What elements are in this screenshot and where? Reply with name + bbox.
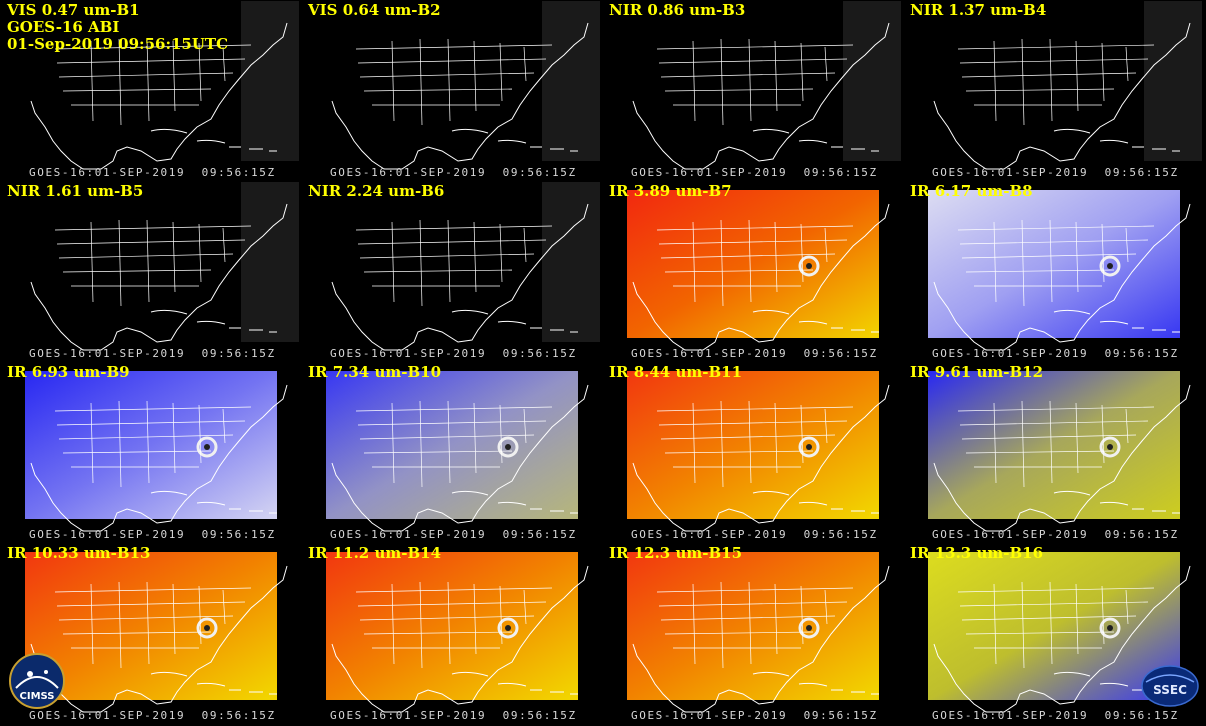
band-title: IR 6.17 um-B8 — [910, 182, 1033, 200]
band-panel: IR 7.34 um-B10 GOES-16:01-SEP-2019 09:56:… — [302, 363, 600, 541]
band-title: NIR 1.37 um-B4 — [910, 1, 1047, 19]
band-title: VIS 0.47 um-B1 — [7, 1, 140, 19]
satellite-image — [933, 1, 1202, 170]
timestamp-label: GOES-16:01-SEP-2019 09:56:15Z — [330, 166, 577, 179]
band-title: IR 9.61 um-B12 — [910, 363, 1044, 381]
timestamp-label: GOES-16:01-SEP-2019 09:56:15Z — [29, 709, 276, 722]
band-panel: NIR 0.86 um-B3 GOES-16:01-SEP-2019 09:56:… — [603, 1, 901, 179]
band-title: IR 8.44 um-B11 — [609, 363, 743, 381]
band-panel: IR 8.44 um-B11 GOES-16:01-SEP-2019 09:56:… — [603, 363, 901, 541]
satellite-image — [627, 190, 890, 351]
band-title: NIR 2.24 um-B6 — [308, 182, 445, 200]
timestamp-label: GOES-16:01-SEP-2019 09:56:15Z — [29, 347, 276, 360]
satellite-image — [331, 182, 600, 351]
satellite-image — [326, 371, 589, 532]
satellite-image — [326, 552, 589, 713]
timestamp-label: GOES-16:01-SEP-2019 09:56:15Z — [631, 166, 878, 179]
satellite-image — [30, 1, 299, 170]
satellite-image — [632, 1, 901, 170]
satellite-image — [928, 190, 1191, 351]
band-panel: IR 6.17 um-B8 GOES-16:01-SEP-2019 09:56:1… — [904, 182, 1202, 360]
ssec-logo: SSEC — [1140, 664, 1200, 708]
satellite-image — [627, 552, 890, 713]
band-panel: IR 9.61 um-B12 GOES-16:01-SEP-2019 09:56:… — [904, 363, 1202, 541]
band-panel: NIR 1.37 um-B4 GOES-16:01-SEP-2019 09:56:… — [904, 1, 1202, 179]
timestamp-label: GOES-16:01-SEP-2019 09:56:15Z — [932, 347, 1179, 360]
ssec-logo-text: SSEC — [1153, 683, 1187, 697]
band-panel: NIR 1.61 um-B5 GOES-16:01-SEP-2019 09:56:… — [1, 182, 299, 360]
band-title: NIR 0.86 um-B3 — [609, 1, 746, 19]
timestamp-label: GOES-16:01-SEP-2019 09:56:15Z — [29, 166, 276, 179]
timestamp-label: GOES-16:01-SEP-2019 09:56:15Z — [932, 709, 1179, 722]
satellite-image — [928, 371, 1191, 532]
band-title: IR 12.3 um-B15 — [609, 544, 743, 562]
satellite-image — [928, 552, 1191, 713]
cimss-logo-text: CIMSS — [20, 691, 55, 702]
timestamp-label: GOES-16:01-SEP-2019 09:56:15Z — [631, 528, 878, 541]
satellite-image — [627, 371, 890, 532]
band-panel: VIS 0.47 um-B1 GOES-16 ABI 01-Sep-2019 09:… — [1, 1, 299, 179]
band-panel: IR 12.3 um-B15 GOES-16:01-SEP-2019 09:56:… — [603, 544, 901, 722]
cimss-logo: CIMSS — [6, 652, 68, 710]
timestamp-label: GOES-16:01-SEP-2019 09:56:15Z — [330, 528, 577, 541]
band-panel: IR 13.3 um-B16 GOES-16:01-SEP-2019 09:56:… — [904, 544, 1202, 722]
timestamp-label: GOES-16:01-SEP-2019 09:56:15Z — [932, 528, 1179, 541]
satellite-image — [25, 371, 288, 532]
band-panel: IR 11.2 um-B14 GOES-16:01-SEP-2019 09:56:… — [302, 544, 600, 722]
band-title: NIR 1.61 um-B5 — [7, 182, 144, 200]
band-title: IR 7.34 um-B10 — [308, 363, 442, 381]
band-title: IR 3.89 um-B7 — [609, 182, 732, 200]
band-panel: IR 6.93 um-B9 GOES-16:01-SEP-2019 09:56:1… — [1, 363, 299, 541]
timestamp-label: GOES-16:01-SEP-2019 09:56:15Z — [29, 528, 276, 541]
header-line: 01-Sep-2019 09:56:15UTC — [7, 35, 229, 53]
satellite-image — [331, 1, 600, 170]
timestamp-label: GOES-16:01-SEP-2019 09:56:15Z — [330, 347, 577, 360]
satellite-image — [30, 182, 299, 351]
band-title: IR 13.3 um-B16 — [910, 544, 1044, 562]
band-panel: NIR 2.24 um-B6 GOES-16:01-SEP-2019 09:56:… — [302, 182, 600, 360]
timestamp-label: GOES-16:01-SEP-2019 09:56:15Z — [330, 709, 577, 722]
band-panel: IR 3.89 um-B7 GOES-16:01-SEP-2019 09:56:1… — [603, 182, 901, 360]
timestamp-label: GOES-16:01-SEP-2019 09:56:15Z — [631, 709, 878, 722]
band-title: IR 10.33 um-B13 — [7, 544, 151, 562]
band-title: IR 6.93 um-B9 — [7, 363, 130, 381]
band-panel: VIS 0.64 um-B2 GOES-16:01-SEP-2019 09:56:… — [302, 1, 600, 179]
timestamp-label: GOES-16:01-SEP-2019 09:56:15Z — [631, 347, 878, 360]
satellite-image — [25, 552, 288, 713]
header-line: GOES-16 ABI — [7, 18, 120, 36]
band-title: VIS 0.64 um-B2 — [308, 1, 441, 19]
timestamp-label: GOES-16:01-SEP-2019 09:56:15Z — [932, 166, 1179, 179]
band-title: IR 11.2 um-B14 — [308, 544, 442, 562]
